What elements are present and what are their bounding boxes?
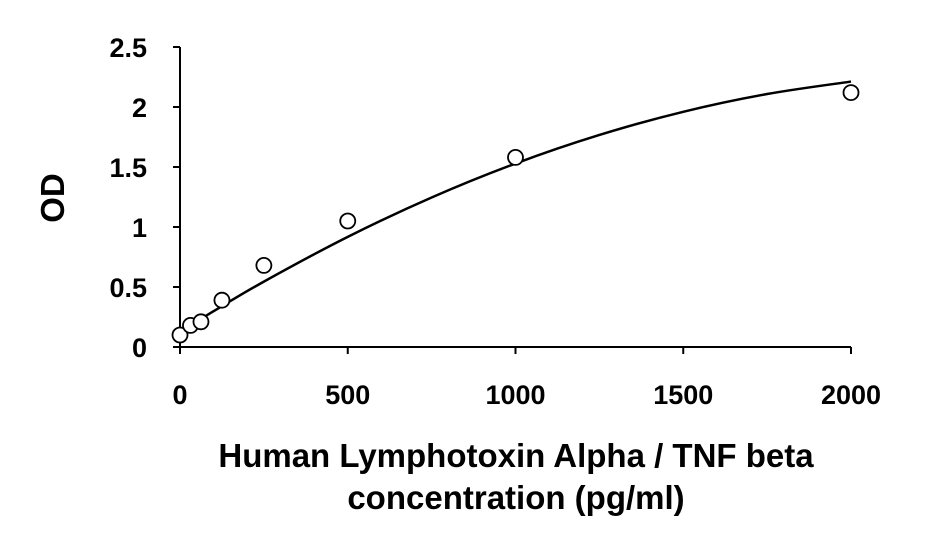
data-point: [507, 148, 524, 166]
y-tick-label: 2.5: [109, 33, 147, 63]
fit-curve-layer: [179, 80, 852, 334]
x-tick-label: 1500: [653, 380, 713, 410]
x-tick-label: 1000: [485, 380, 545, 410]
fit-curve: [179, 80, 852, 334]
axes: [179, 47, 851, 348]
y-tick-label: 0.5: [109, 273, 147, 303]
data-point: [842, 84, 860, 101]
y-tick-label: 2: [132, 93, 147, 123]
x-tick-label: 0: [172, 380, 187, 410]
x-axis-ticks: 0 500 1000 1500 2000: [172, 347, 881, 410]
y-axis-ticks: 0 0.5 1 1.5 2 2.5: [109, 33, 180, 363]
y-tick-label: 1.5: [109, 153, 147, 183]
y-tick-label: 0: [132, 333, 147, 363]
x-axis-title-line-1: Human Lymphotoxin Alpha / TNF beta: [218, 437, 814, 474]
y-tick-label: 1: [132, 213, 147, 243]
data-point: [339, 212, 357, 230]
x-tick-label: 500: [325, 380, 370, 410]
x-tick-label: 2000: [821, 380, 881, 410]
data-point: [192, 313, 210, 331]
data-point: [171, 326, 189, 344]
data-points: [171, 84, 860, 344]
data-point: [213, 291, 231, 309]
data-point: [255, 256, 273, 274]
x-axis-title-line-2: concentration (pg/ml): [347, 479, 684, 516]
y-axis-title: OD: [34, 173, 71, 223]
